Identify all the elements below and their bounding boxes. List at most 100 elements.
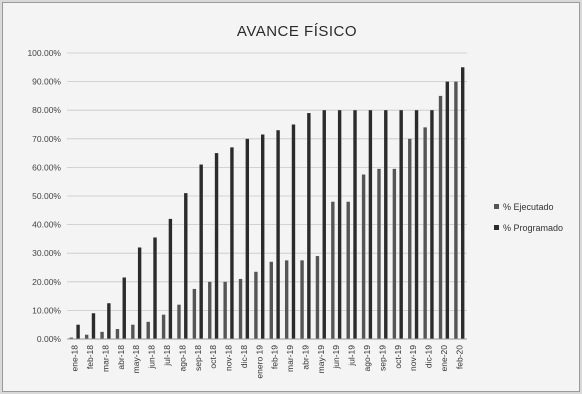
chart-title: AVANCE FÍSICO bbox=[237, 23, 357, 40]
y-tick-label: 30.00% bbox=[32, 248, 61, 258]
bar-ejecutado bbox=[269, 261, 273, 339]
bar-programado bbox=[430, 110, 434, 339]
bar-programado bbox=[214, 153, 219, 339]
bar-ejecutado bbox=[361, 174, 366, 339]
gridlines bbox=[67, 52, 467, 340]
bar-ejecutado bbox=[208, 281, 212, 339]
x-tick-label: ene-18 bbox=[70, 345, 80, 372]
bar-ejecutado bbox=[377, 168, 381, 339]
x-tick-label: jul-18 bbox=[162, 345, 172, 367]
bar-ejecutado bbox=[69, 337, 73, 339]
x-tick-label: ago-18 bbox=[177, 345, 187, 372]
bar-programado bbox=[461, 67, 465, 340]
y-tick-label: 70.00% bbox=[32, 134, 61, 144]
y-axis: 0.00% 10.00% 20.00% 30.00% 40.00% 50.00% 60.00… bbox=[27, 48, 61, 344]
x-tick-label: ago-19 bbox=[362, 345, 372, 372]
y-tick-label: 50.00% bbox=[32, 191, 61, 201]
chart-svg: AVANCE FÍSICO 0.00% 10.00% 20.00% 30.00% 40.… bbox=[27, 23, 563, 379]
x-tick-label: feb-18 bbox=[85, 345, 95, 369]
bar-programado bbox=[353, 110, 357, 339]
x-tick-label: sep-18 bbox=[193, 345, 203, 371]
x-tick-label: may-18 bbox=[131, 345, 141, 374]
bar-programado bbox=[322, 110, 326, 339]
bar-ejecutado bbox=[100, 331, 104, 339]
x-tick-label: feb-19 bbox=[270, 345, 280, 369]
x-tick-label: jul-19 bbox=[347, 345, 357, 367]
bar-programado bbox=[91, 313, 96, 339]
bar-programado bbox=[368, 110, 373, 339]
bar-ejecutado bbox=[346, 201, 350, 339]
y-tick-label: 100.00% bbox=[27, 48, 61, 58]
x-tick-label: feb-20 bbox=[454, 345, 464, 369]
bar-programado bbox=[184, 193, 188, 339]
bar-ejecutado bbox=[192, 288, 197, 339]
bar-ejecutado bbox=[423, 127, 427, 339]
x-tick-label: sep-19 bbox=[377, 345, 387, 371]
legend-label: % Ejecutado bbox=[503, 202, 554, 212]
bar-programado bbox=[153, 237, 157, 339]
x-tick-label: nov-18 bbox=[224, 345, 234, 371]
bar-ejecutado bbox=[238, 278, 243, 339]
y-tick-label: 90.00% bbox=[32, 77, 61, 87]
bar-ejecutado bbox=[84, 334, 89, 339]
bar-programado bbox=[168, 218, 173, 339]
x-tick-label: dic-19 bbox=[424, 345, 434, 368]
x-tick-label: oct-19 bbox=[393, 345, 403, 369]
x-axis: ene-18 feb-18 mar-18 abr-18 may-18 jun-18 jul-… bbox=[67, 338, 467, 379]
bar-programado bbox=[307, 113, 311, 339]
bar-ejecutado bbox=[454, 81, 458, 339]
y-tick-label: 20.00% bbox=[32, 277, 61, 287]
bar-programado bbox=[76, 324, 80, 339]
bar-ejecutado bbox=[146, 321, 150, 339]
x-tick-label: nov-19 bbox=[408, 345, 418, 371]
y-tick-label: 40.00% bbox=[32, 220, 61, 230]
bar-programado bbox=[414, 110, 419, 339]
bar-programado bbox=[107, 303, 111, 339]
bar-programado bbox=[137, 247, 142, 339]
x-tick-label: jun-19 bbox=[331, 345, 341, 370]
bar-ejecutado bbox=[177, 304, 181, 339]
bar-programado bbox=[445, 81, 450, 339]
bar-ejecutado bbox=[115, 328, 120, 339]
bar-programado bbox=[399, 110, 403, 339]
x-tick-label: abr-19 bbox=[300, 345, 310, 370]
y-tick-label: 80.00% bbox=[32, 105, 61, 115]
bar-ejecutado bbox=[223, 281, 227, 339]
x-tick-label: dic-18 bbox=[239, 345, 249, 368]
x-tick-label: oct-18 bbox=[208, 345, 218, 369]
bar-programado bbox=[245, 138, 250, 339]
bar-ejecutado bbox=[408, 138, 412, 339]
bar-ejecutado bbox=[315, 256, 320, 339]
bar-programado bbox=[276, 130, 280, 339]
bar-ejecutado bbox=[300, 260, 304, 339]
bar-ejecutado bbox=[161, 314, 166, 339]
legend-label: % Programado bbox=[503, 223, 563, 233]
x-tick-label: jun-18 bbox=[147, 345, 157, 370]
legend-swatch bbox=[494, 204, 499, 209]
bar-ejecutado bbox=[331, 201, 335, 339]
x-tick-label: may-19 bbox=[316, 345, 326, 374]
bar-programado bbox=[199, 164, 203, 339]
bar-ejecutado bbox=[392, 168, 397, 339]
bar-ejecutado bbox=[284, 260, 289, 339]
bar-ejecutado bbox=[131, 324, 135, 339]
bar-ejecutado bbox=[438, 95, 443, 340]
y-tick-label: 10.00% bbox=[32, 305, 61, 315]
bar-programado bbox=[384, 110, 388, 339]
legend-swatch bbox=[494, 225, 499, 230]
bars bbox=[69, 67, 465, 340]
legend: % Ejecutado % Programado bbox=[494, 202, 563, 233]
x-tick-label: mar-18 bbox=[100, 345, 110, 372]
bar-programado bbox=[230, 147, 234, 339]
x-tick-label: enero 19 bbox=[254, 345, 264, 379]
bar-programado bbox=[337, 110, 342, 339]
x-tick-label: abr-18 bbox=[116, 345, 126, 370]
x-tick-label: ene-20 bbox=[439, 345, 449, 372]
bar-ejecutado bbox=[254, 271, 258, 339]
x-tick-label: mar-19 bbox=[285, 345, 295, 372]
bar-programado bbox=[261, 134, 265, 339]
bar-programado bbox=[122, 277, 126, 339]
bar-programado bbox=[291, 124, 296, 339]
y-tick-label: 0.00% bbox=[37, 334, 62, 344]
